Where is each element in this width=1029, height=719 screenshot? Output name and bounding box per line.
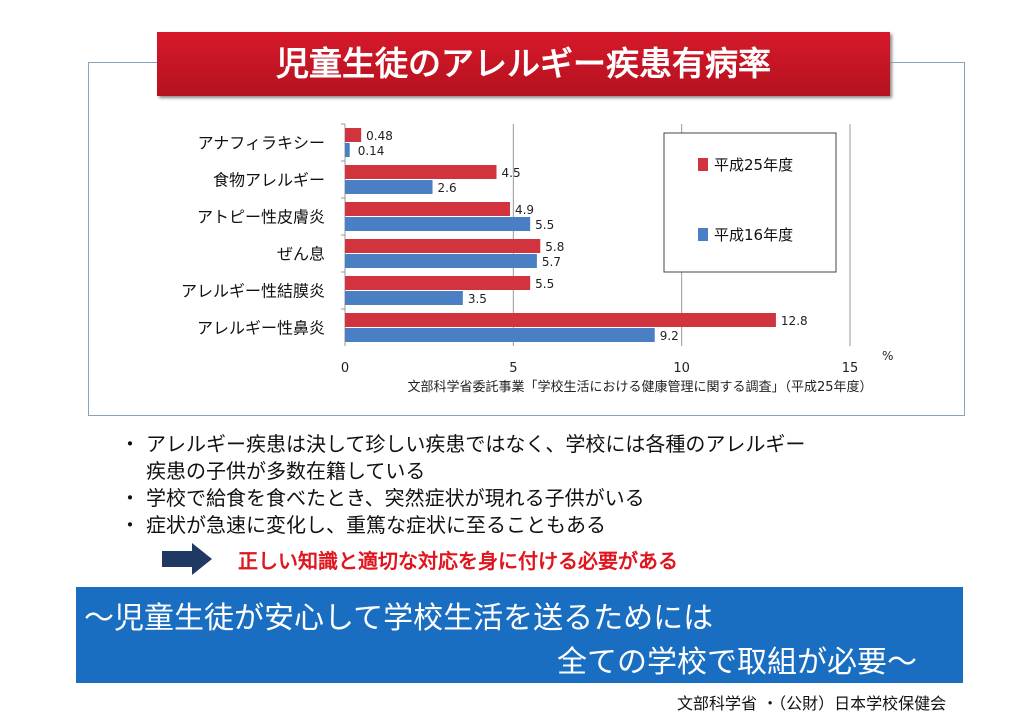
page-title: 児童生徒のアレルギー疾患有病率 <box>157 32 890 96</box>
legend-swatch <box>698 158 708 171</box>
x-tick-label: 15 <box>842 361 859 376</box>
bar-h25 <box>345 128 362 142</box>
legend-box <box>663 132 837 273</box>
credit: 文部科学省 ・（公財）日本学校保健会 <box>677 694 947 713</box>
data-label: 5.8 <box>545 240 564 254</box>
bar-h25 <box>345 239 541 253</box>
legend-label: 平成25年度 <box>714 156 793 174</box>
x-tick-label: 10 <box>673 361 690 376</box>
bullet-mark: ・ <box>120 513 140 537</box>
x-tick-label: 5 <box>509 361 517 376</box>
bar-h25 <box>345 202 510 216</box>
bar-h16 <box>345 217 531 231</box>
bullet-text: 学校で給食を食べたとき、突然症状が現れる子供がいる <box>146 486 645 510</box>
bullet-item: ・学校で給食を食べたとき、突然症状が現れる子供がいる <box>120 482 645 511</box>
x-tick-label: 0 <box>341 361 349 376</box>
category-label: アナフィラキシー <box>198 134 325 153</box>
category-label: ぜん息 <box>277 245 325 264</box>
category-label: アレルギー性鼻炎 <box>197 319 325 338</box>
bar-h25 <box>345 313 776 327</box>
data-label: 12.8 <box>781 314 808 328</box>
category-label: アトピー性皮膚炎 <box>197 208 325 227</box>
x-unit-label: % <box>882 349 893 363</box>
banner: ～児童生徒が安心して学校生活を送るためには 全ての学校で取組が必要～ <box>76 587 963 683</box>
source-note: 文部科学省委託事業「学校生活における健康管理に関する調査」（平成25年度） <box>407 379 872 395</box>
bar-h16 <box>345 291 463 305</box>
data-label: 9.2 <box>660 329 679 343</box>
banner-line-2: 全ての学校で取組が必要～ <box>557 645 917 680</box>
data-label: 5.5 <box>535 218 554 232</box>
bullet-item: ・アレルギー疾患は決して珍しい疾患ではなく、学校には各種のアレルギー <box>120 428 805 457</box>
data-label: 5.5 <box>535 277 554 291</box>
legend-swatch <box>698 228 708 241</box>
data-label: 4.9 <box>515 203 534 217</box>
bar-h16 <box>345 328 655 342</box>
banner-line-1: ～児童生徒が安心して学校生活を送るためには <box>84 601 714 636</box>
legend-label: 平成16年度 <box>714 226 793 244</box>
bullet-mark: ・ <box>120 432 140 456</box>
bullet-text: 疾患の子供が多数在籍している <box>146 459 426 483</box>
bar-h16 <box>345 254 537 268</box>
category-label: アレルギー性結膜炎 <box>181 282 325 301</box>
conclusion-text: 正しい知識と適切な対応を身に付ける必要がある <box>238 549 678 573</box>
data-label: 0.14 <box>358 144 385 158</box>
data-label: 2.6 <box>438 181 457 195</box>
category-label: 食物アレルギー <box>213 171 325 190</box>
data-label: 3.5 <box>468 292 487 306</box>
bar-h16 <box>345 143 350 157</box>
data-label: 0.48 <box>366 129 393 143</box>
bullet-item: ・症状が急速に変化し、重篤な症状に至ることもある <box>120 509 606 538</box>
bullet-item-cont: 疾患の子供が多数在籍している <box>146 455 425 484</box>
bar-h25 <box>345 165 497 179</box>
arrow-right-icon <box>162 543 212 575</box>
data-label: 4.5 <box>502 166 521 180</box>
bar-h25 <box>345 276 531 290</box>
bar-h16 <box>345 180 433 194</box>
data-label: 5.7 <box>542 255 561 269</box>
bullet-mark: ・ <box>120 486 140 510</box>
bullet-text: 症状が急速に変化し、重篤な症状に至ることもある <box>146 513 606 537</box>
bullet-text: アレルギー疾患は決して珍しい疾患ではなく、学校には各種のアレルギー <box>146 432 806 456</box>
